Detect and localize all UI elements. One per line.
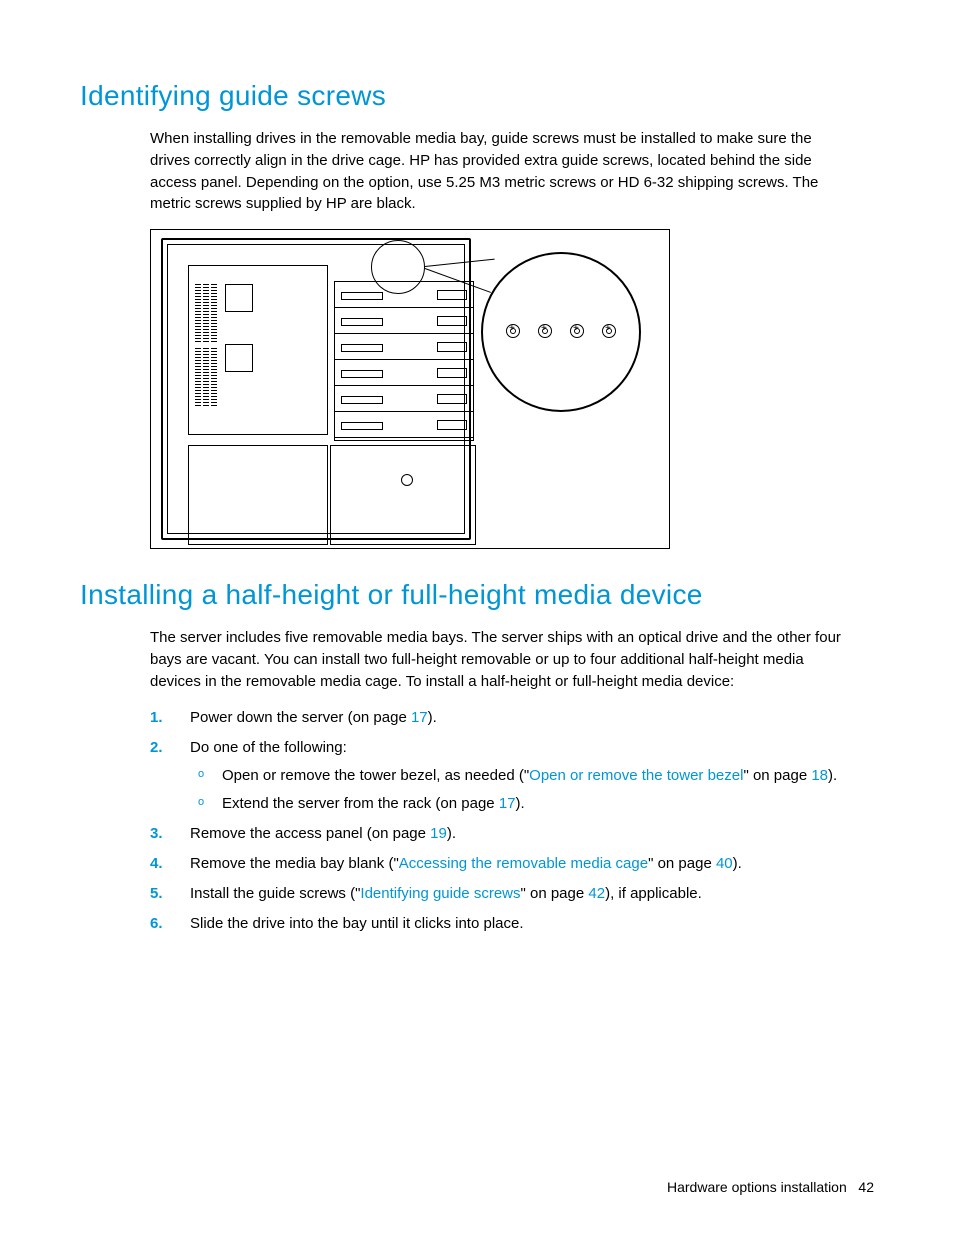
step-number: 3. [150,822,163,846]
step-item: 4. Remove the media bay blank ("Accessing… [150,852,874,876]
step-text: Install the guide screws ("Identifying g… [190,885,702,902]
step-item: 2. Do one of the following: Open or remove… [150,736,874,816]
cross-reference-link[interactable]: 42 [588,885,605,902]
heading-installing-media-device: Installing a half-height or full-height … [80,579,874,611]
substep-item: Open or remove the tower bezel, as neede… [190,764,874,788]
footer-page-number: 42 [858,1179,874,1195]
cross-reference-link[interactable]: Open or remove the tower bezel [529,767,743,784]
step-text: Power down the server (on page 17). [190,709,437,726]
step-number: 6. [150,912,163,936]
cross-reference-link[interactable]: 19 [430,825,447,842]
step-item: 3. Remove the access panel (on page 19). [150,822,874,846]
step-text: Remove the media bay blank ("Accessing t… [190,855,742,872]
step-item: 6. Slide the drive into the bay until it … [150,912,874,936]
cross-reference-link[interactable]: Identifying guide screws [360,885,520,902]
footer-section-label: Hardware options installation [667,1179,847,1195]
cross-reference-link[interactable]: 18 [811,767,828,784]
drive-cage [334,281,474,441]
step-item: 1. Power down the server (on page 17). [150,706,874,730]
substep-item: Extend the server from the rack (on page… [190,792,874,816]
callout-source-circle [371,240,425,294]
step-text: Slide the drive into the bay until it cl… [190,915,524,932]
guide-screw-icon [602,324,616,338]
step-item: 5. Install the guide screws ("Identifying… [150,882,874,906]
guide-screw-icon [538,324,552,338]
figure-container [150,229,874,549]
heading-identifying-guide-screws: Identifying guide screws [80,80,874,112]
step-number: 1. [150,706,163,730]
cross-reference-link[interactable]: 17 [411,709,428,726]
paragraph-guide-screws: When installing drives in the removable … [150,128,854,215]
guide-screw-icon [570,324,584,338]
cross-reference-link[interactable]: 40 [716,855,733,872]
guide-screw-icon [506,324,520,338]
step-text: Do one of the following: [190,739,347,756]
magnified-screw-circle [481,252,641,412]
step-number: 4. [150,852,163,876]
step-number: 2. [150,736,163,760]
paragraph-installing-media-device: The server includes five removable media… [150,627,854,692]
step-text: Remove the access panel (on page 19). [190,825,456,842]
cross-reference-link[interactable]: Accessing the removable media cage [399,855,648,872]
step-number: 5. [150,882,163,906]
steps-list: 1. Power down the server (on page 17). 2. D… [150,706,874,936]
server-interior-diagram [150,229,670,549]
page-footer: Hardware options installation 42 [667,1179,874,1195]
cross-reference-link[interactable]: 17 [499,795,516,812]
substep-list: Open or remove the tower bezel, as neede… [190,764,874,816]
